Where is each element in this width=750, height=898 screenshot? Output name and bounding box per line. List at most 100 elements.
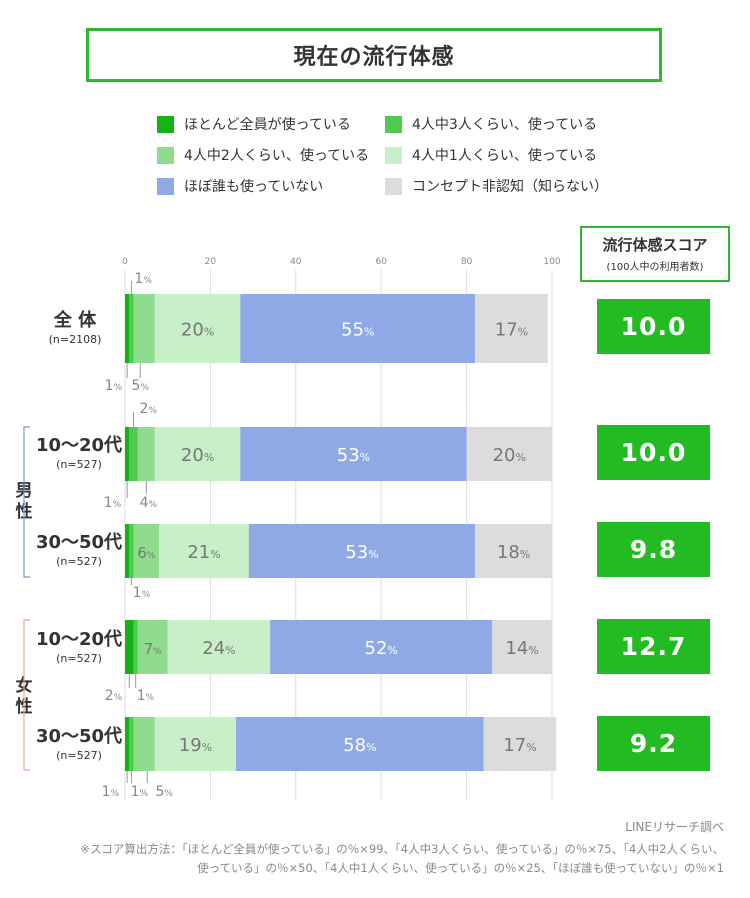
bar-value-label: 52% xyxy=(365,638,398,659)
row-label-male-old: 30〜50代 (n=527) xyxy=(34,528,124,568)
bar-segment-unaware xyxy=(475,294,548,363)
title-box: 現在の流行体感 xyxy=(86,28,662,82)
bar-segment-quarter xyxy=(154,427,241,481)
bar-segment-unaware xyxy=(475,524,552,578)
x-tick-label: 40 xyxy=(290,257,302,267)
bar-segment-quarter xyxy=(154,294,241,363)
score-note-line-1: ※スコア算出方法：「ほとんど全員が使っている」の％×99、「4人中3人くらい、使… xyxy=(80,842,724,856)
bar-segment-half xyxy=(133,524,160,578)
legend-swatch-all xyxy=(157,115,174,133)
callout-label: 1% xyxy=(133,585,151,601)
bar-value-label: 53% xyxy=(345,542,378,563)
group-bracket-female xyxy=(23,619,30,771)
callout-label: 1% xyxy=(104,495,122,511)
legend-label-unaware: コンセプト非認知（知らない） xyxy=(412,179,608,195)
bar-segment-half xyxy=(133,717,155,771)
row-label-n: (n=527) xyxy=(56,749,102,762)
legend-label-all: ほとんど全員が使っている xyxy=(184,117,351,133)
row-label-main: 全 体 xyxy=(53,310,97,331)
callout-label: 1% xyxy=(137,688,155,704)
callout-label: 5% xyxy=(131,378,149,394)
callout-label: 2% xyxy=(105,688,123,704)
bar-segment-three-quarters xyxy=(129,294,134,363)
x-tick-label: 80 xyxy=(461,257,473,267)
legend-item-unaware: コンセプト非認知（知らない） xyxy=(385,176,608,196)
bar-value-label: 7% xyxy=(144,640,163,658)
score-header-subtitle: (100人中の利用者数) xyxy=(606,262,704,273)
bar-segment-all xyxy=(125,294,130,363)
score-male-old: 9.8 xyxy=(597,522,710,577)
legend-item-nobody: ほぼ誰も使っていない xyxy=(157,176,323,196)
bar-segment-quarter xyxy=(167,620,271,674)
bar-segment-nobody xyxy=(248,524,476,578)
bar-segment-unaware xyxy=(483,717,557,771)
bar-segment-unaware xyxy=(492,620,552,674)
row-label-n: (n=527) xyxy=(56,555,102,568)
legend-swatch-quarter xyxy=(385,146,402,164)
bar-segment-half xyxy=(137,620,168,674)
legend-swatch-unaware xyxy=(385,177,402,195)
bar-segment-quarter xyxy=(159,524,249,578)
score-female-old: 9.2 xyxy=(597,716,710,771)
row-label-total: 全 体 (n=2108) xyxy=(30,306,120,346)
bar-segment-three-quarters xyxy=(129,524,134,578)
row-label-female-young: 10〜20代 (n=527) xyxy=(34,625,124,665)
legend-label-three-quarters: 4人中3人くらい、使っている xyxy=(412,117,598,133)
callout-label: 2% xyxy=(140,401,158,417)
bar-segment-nobody xyxy=(270,620,493,674)
bar-value-label: 17% xyxy=(495,320,528,341)
callout-label: 1% xyxy=(134,271,152,287)
bar-segment-nobody xyxy=(236,717,484,771)
callout-label: 4% xyxy=(140,495,158,511)
group-bracket-male xyxy=(23,426,30,578)
row-label-n: (n=2108) xyxy=(48,333,102,346)
row-label-main: 30〜50代 xyxy=(35,532,123,553)
bar-segment-nobody xyxy=(240,427,467,481)
x-tick-label: 20 xyxy=(205,257,217,267)
legend-item-all: ほとんど全員が使っている xyxy=(157,114,351,134)
bar-segment-all xyxy=(125,427,130,481)
legend-label-half: 4人中2人くらい、使っている xyxy=(184,148,370,164)
bar-segment-nobody xyxy=(240,294,476,363)
bar-value-label: 14% xyxy=(505,638,538,659)
legend-item-quarter: 4人中1人くらい、使っている xyxy=(385,145,597,165)
row-label-main: 30〜50代 xyxy=(35,726,123,747)
callout-label: 1% xyxy=(102,784,120,800)
bar-value-label: 53% xyxy=(337,445,370,466)
bar-segment-all xyxy=(125,524,130,578)
x-tick-label: 60 xyxy=(375,257,387,267)
source-credit: LINEリサーチ調べ xyxy=(625,820,724,834)
legend-label-quarter: 4人中1人くらい、使っている xyxy=(412,148,598,164)
legend-swatch-three-quarters xyxy=(385,115,402,133)
callout-label: 1% xyxy=(105,378,123,394)
bar-value-label: 55% xyxy=(341,320,374,341)
legend-swatch-half xyxy=(157,146,174,164)
bar-value-label: 24% xyxy=(202,638,235,659)
bar-segment-three-quarters xyxy=(133,620,138,674)
row-label-n: (n=527) xyxy=(56,458,102,471)
score-note-line-2: 使っている」の％×50、「4人中1人くらい、使っている」の％×25、「ほぼ誰も使… xyxy=(197,861,724,875)
legend-swatch-nobody xyxy=(157,177,174,195)
x-tick-label: 100 xyxy=(543,257,560,267)
bar-segment-all xyxy=(125,717,130,771)
bar-segment-half xyxy=(137,427,155,481)
bar-segment-half xyxy=(133,294,155,363)
row-label-main: 10〜20代 xyxy=(35,435,123,456)
legend-item-three-quarters: 4人中3人くらい、使っている xyxy=(385,114,597,134)
callout-label: 1% xyxy=(131,784,149,800)
bar-segment-three-quarters xyxy=(129,717,134,771)
callout-label: 5% xyxy=(155,784,173,800)
legend-item-half: 4人中2人くらい、使っている xyxy=(157,145,369,165)
bar-segment-all xyxy=(125,620,134,674)
score-header-title: 流行体感スコア xyxy=(602,236,708,254)
score-total: 10.0 xyxy=(597,299,710,354)
bar-segment-three-quarters xyxy=(129,427,138,481)
score-male-young: 10.0 xyxy=(597,425,710,480)
legend-label-nobody: ほぼ誰も使っていない xyxy=(184,179,324,195)
page-title: 現在の流行体感 xyxy=(293,45,455,70)
score-female-young: 12.7 xyxy=(597,619,710,674)
bar-value-label: 20% xyxy=(493,445,526,466)
bar-value-label: 6% xyxy=(137,544,156,562)
bar-segment-quarter xyxy=(154,717,237,771)
